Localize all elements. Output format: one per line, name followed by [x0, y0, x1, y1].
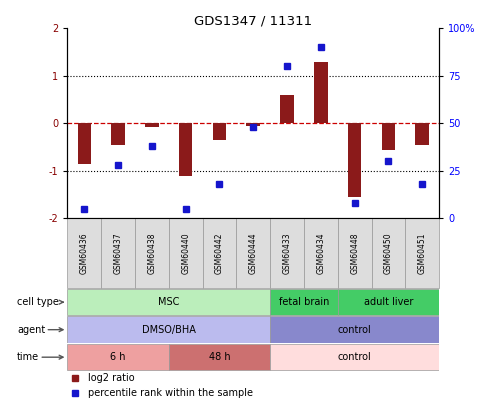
FancyBboxPatch shape — [270, 344, 439, 371]
Bar — [382, 124, 395, 149]
Text: cell type: cell type — [17, 297, 63, 307]
Title: GDS1347 / 11311: GDS1347 / 11311 — [194, 14, 312, 27]
FancyBboxPatch shape — [338, 289, 439, 315]
FancyBboxPatch shape — [270, 316, 439, 343]
FancyBboxPatch shape — [270, 289, 338, 315]
Text: GSM60440: GSM60440 — [181, 232, 190, 274]
Text: agent: agent — [17, 325, 63, 335]
Bar — [280, 95, 294, 124]
Text: log2 ratio: log2 ratio — [88, 373, 134, 383]
Text: adult liver: adult liver — [364, 297, 413, 307]
FancyBboxPatch shape — [237, 218, 270, 288]
Text: fetal brain: fetal brain — [279, 297, 329, 307]
Text: control: control — [338, 325, 371, 335]
FancyBboxPatch shape — [338, 218, 372, 288]
Text: GSM60442: GSM60442 — [215, 232, 224, 274]
Text: GSM60433: GSM60433 — [282, 232, 291, 274]
Text: GSM60437: GSM60437 — [114, 232, 123, 274]
Text: GSM60448: GSM60448 — [350, 232, 359, 274]
Text: GSM60451: GSM60451 — [418, 232, 427, 274]
Text: control: control — [338, 352, 371, 362]
Text: 6 h: 6 h — [110, 352, 126, 362]
FancyBboxPatch shape — [67, 218, 101, 288]
FancyBboxPatch shape — [67, 344, 169, 371]
FancyBboxPatch shape — [67, 316, 270, 343]
Bar — [111, 124, 125, 145]
Bar — [314, 62, 327, 124]
FancyBboxPatch shape — [67, 289, 270, 315]
FancyBboxPatch shape — [304, 218, 338, 288]
Bar — [348, 124, 361, 197]
Text: GSM60438: GSM60438 — [147, 232, 156, 274]
Text: time: time — [17, 352, 63, 362]
FancyBboxPatch shape — [270, 218, 304, 288]
Bar — [213, 124, 226, 140]
Text: percentile rank within the sample: percentile rank within the sample — [88, 388, 253, 399]
FancyBboxPatch shape — [203, 218, 237, 288]
FancyBboxPatch shape — [405, 218, 439, 288]
Bar — [247, 124, 260, 126]
Text: GSM60434: GSM60434 — [316, 232, 325, 274]
FancyBboxPatch shape — [169, 344, 270, 371]
Bar — [416, 124, 429, 145]
Bar — [77, 124, 91, 164]
FancyBboxPatch shape — [135, 218, 169, 288]
FancyBboxPatch shape — [372, 218, 405, 288]
Text: DMSO/BHA: DMSO/BHA — [142, 325, 196, 335]
FancyBboxPatch shape — [169, 218, 203, 288]
Text: GSM60444: GSM60444 — [249, 232, 258, 274]
Text: GSM60436: GSM60436 — [80, 232, 89, 274]
Bar — [145, 124, 159, 127]
Text: MSC: MSC — [158, 297, 180, 307]
FancyBboxPatch shape — [101, 218, 135, 288]
Text: 48 h: 48 h — [209, 352, 230, 362]
Text: GSM60450: GSM60450 — [384, 232, 393, 274]
Bar — [179, 124, 193, 176]
